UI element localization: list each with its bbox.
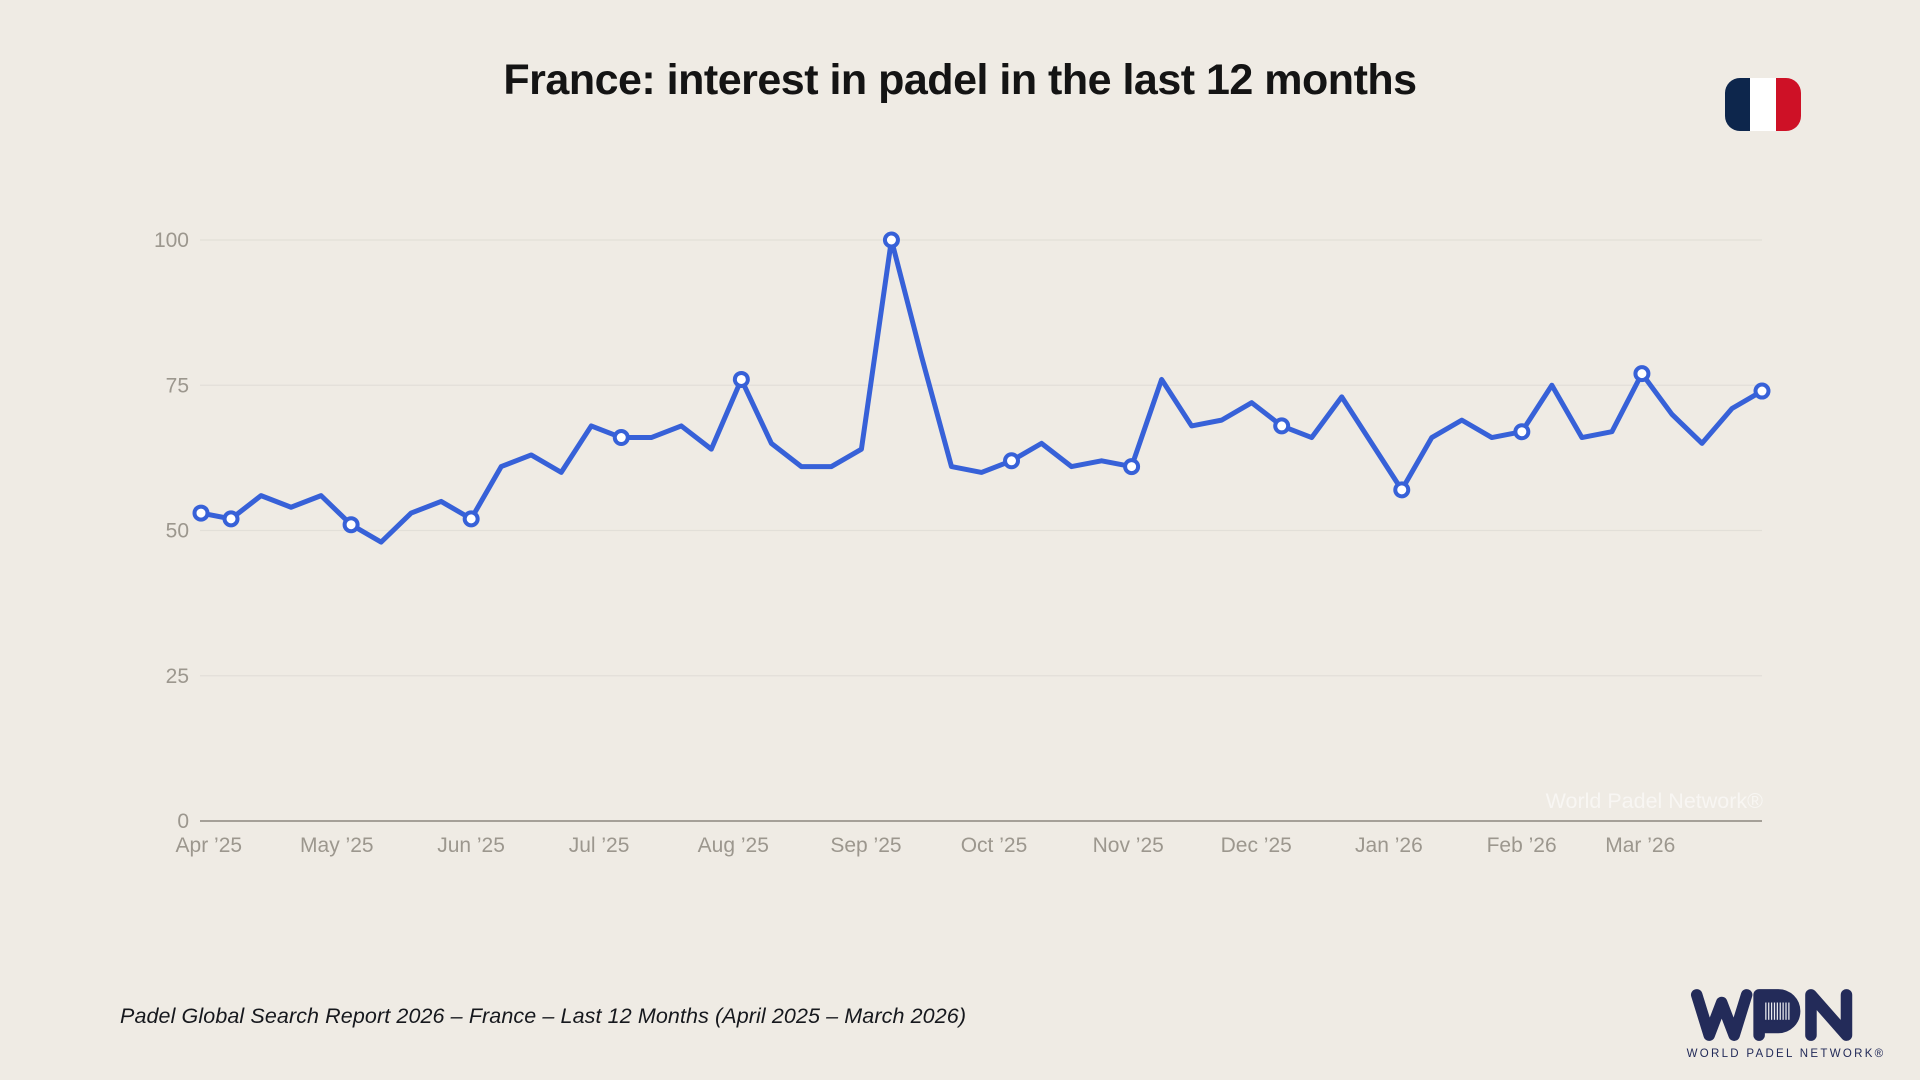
data-point-marker <box>192 504 210 522</box>
svg-text:75: 75 <box>166 374 189 397</box>
data-point-marker <box>1003 452 1021 470</box>
flag-red-band <box>1775 78 1801 131</box>
flag-blue-band <box>1725 78 1751 131</box>
svg-text:100: 100 <box>154 229 189 252</box>
wpn-logo: WORLD PADEL NETWORK® <box>1680 988 1892 1060</box>
trend-line <box>198 237 1765 545</box>
svg-text:Nov ’25: Nov ’25 <box>1093 834 1164 857</box>
data-point-marker <box>1123 458 1141 476</box>
svg-text:Sep ’25: Sep ’25 <box>830 834 901 857</box>
svg-text:Jul ’25: Jul ’25 <box>569 834 630 857</box>
svg-text:Jun ’25: Jun ’25 <box>437 834 505 857</box>
wpn-hatch-pattern <box>1765 1002 1790 1020</box>
chart-watermark: World Padel Network® <box>1546 789 1764 813</box>
svg-text:Dec ’25: Dec ’25 <box>1221 834 1292 857</box>
data-point-marker <box>1753 382 1771 400</box>
data-point-marker <box>882 231 900 249</box>
svg-text:0: 0 <box>177 810 189 833</box>
footer-caption: Padel Global Search Report 2026 – France… <box>120 1004 967 1028</box>
data-point-marker <box>1633 365 1651 383</box>
wpn-logo-wordmark: WORLD PADEL NETWORK® <box>1686 1048 1886 1060</box>
data-point-marker <box>732 370 750 388</box>
x-axis-labels: Apr ’25 May ’25 Jun ’25 Jul ’25 Aug ’25 Sep ’… <box>176 834 1676 857</box>
data-point-marker <box>1273 417 1291 435</box>
page-title: France: interest in padel in the last 12… <box>503 56 1417 104</box>
svg-text:Apr ’25: Apr ’25 <box>176 834 243 857</box>
data-point-marker <box>1393 481 1411 499</box>
data-point-marker <box>612 429 630 447</box>
data-point-marker <box>222 510 240 528</box>
flag-white-band <box>1750 78 1776 131</box>
svg-text:May ’25: May ’25 <box>300 834 374 857</box>
svg-text:Oct ’25: Oct ’25 <box>961 834 1028 857</box>
svg-text:Feb ’26: Feb ’26 <box>1487 834 1557 857</box>
svg-text:Jan ’26: Jan ’26 <box>1355 834 1423 857</box>
svg-text:50: 50 <box>166 520 189 543</box>
wpn-letter-w <box>1690 989 1753 1041</box>
france-flag-icon <box>1725 78 1801 131</box>
gridlines <box>200 239 1762 822</box>
data-point-marker <box>1513 423 1531 441</box>
wpn-letter-n <box>1805 989 1853 1041</box>
svg-text:Mar ’26: Mar ’26 <box>1605 834 1675 857</box>
data-point-marker <box>342 516 360 534</box>
y-axis-labels: 0 25 50 75 100 <box>154 229 189 833</box>
svg-text:Aug ’25: Aug ’25 <box>698 834 769 857</box>
svg-text:25: 25 <box>166 665 189 688</box>
data-point-marker <box>462 510 480 528</box>
wpn-logo-mark <box>1690 989 1853 1041</box>
data-point-markers <box>192 231 1771 534</box>
